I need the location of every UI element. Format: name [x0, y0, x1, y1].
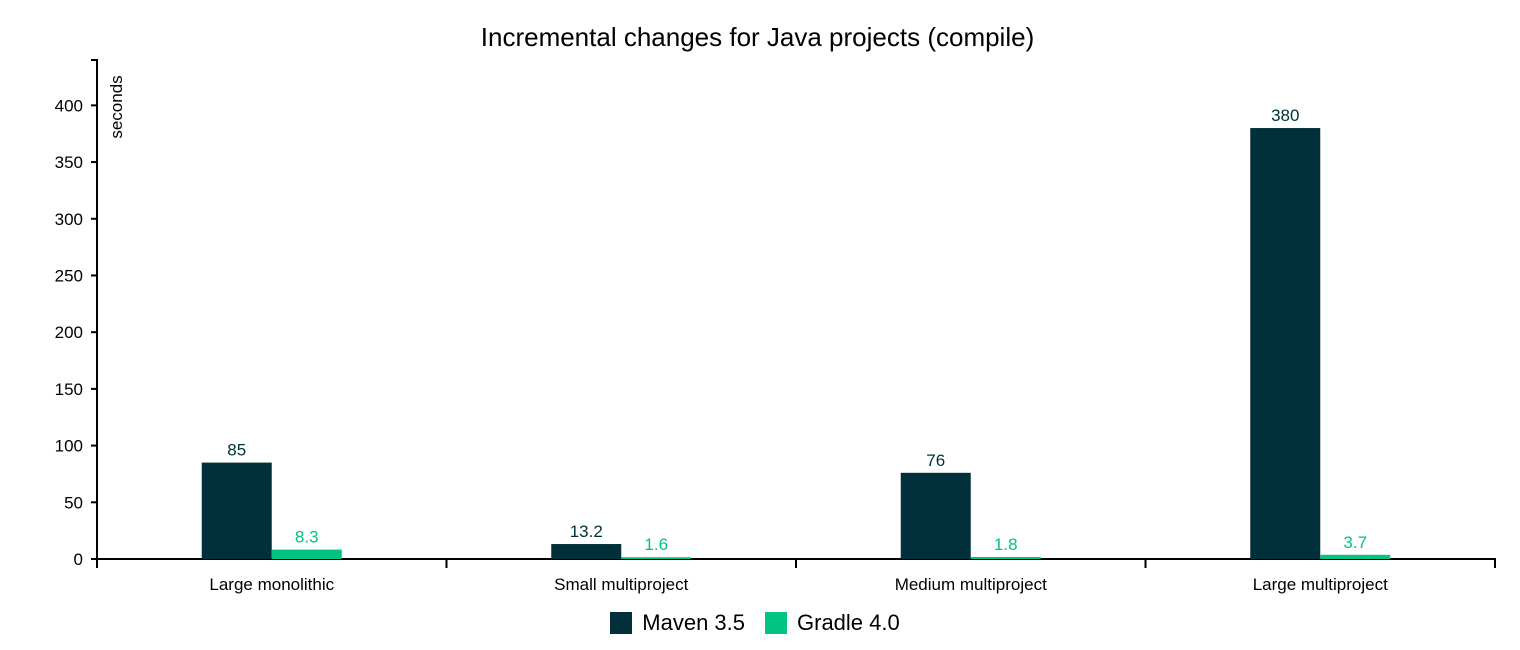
legend-label: Gradle 4.0	[797, 610, 900, 635]
legend-item: Gradle 4.0	[765, 610, 900, 636]
y-tick-label: 250	[55, 266, 83, 285]
x-tick-label: Small multiproject	[554, 575, 688, 594]
y-axis-line	[91, 59, 98, 560]
data-label: 76	[926, 451, 945, 470]
y-tick-label: 100	[55, 437, 83, 456]
data-label: 1.6	[644, 535, 668, 554]
bar	[201, 462, 272, 559]
legend-swatch	[610, 612, 633, 634]
data-label: 1.8	[994, 535, 1018, 554]
data-label: 85	[227, 441, 246, 460]
y-axis: 0 50 100 150 200 250 300 350 400	[55, 59, 98, 569]
bar	[621, 557, 692, 559]
y-axis-label: seconds	[107, 75, 126, 138]
y-tick-label: 350	[55, 153, 83, 172]
y-tick-label: 300	[55, 210, 83, 229]
bar	[271, 549, 342, 559]
bar	[1320, 554, 1391, 559]
y-tick-label: 400	[55, 96, 83, 115]
y-tick-label: 50	[64, 493, 83, 512]
data-label: 3.7	[1343, 533, 1367, 552]
bar	[900, 472, 971, 559]
bars	[201, 128, 1391, 559]
x-axis: Large monolithic Small multiproject Medium…	[96, 558, 1496, 594]
data-label: 8.3	[295, 528, 319, 547]
legend-item: Maven 3.5	[610, 610, 745, 636]
bar-chart: 0 50 100 150 200 250 300 350 400 Large monolithi…	[55, 59, 1496, 594]
legend-swatch	[765, 612, 787, 634]
data-label: 13.2	[570, 522, 603, 541]
legend: Maven 3.5 Gradle 4.0	[0, 610, 1510, 636]
chart-title: Incremental changes for Java projects (c…	[480, 22, 1035, 52]
x-tick-label: Large multiproject	[1253, 575, 1388, 594]
x-tick-label: Large monolithic	[209, 575, 334, 594]
bar	[1250, 128, 1321, 559]
y-tick-label: 0	[74, 550, 83, 569]
bar	[551, 544, 622, 559]
legend-label: Maven 3.5	[642, 610, 745, 635]
y-tick-label: 150	[55, 380, 83, 399]
bar	[970, 556, 1041, 559]
x-tick-label: Medium multiproject	[895, 575, 1047, 594]
data-label: 380	[1271, 106, 1299, 125]
data-labels: 85 8.3 13.2 1.6 76 1.8 380 3.7	[227, 106, 1367, 554]
y-tick-label: 200	[55, 323, 83, 342]
